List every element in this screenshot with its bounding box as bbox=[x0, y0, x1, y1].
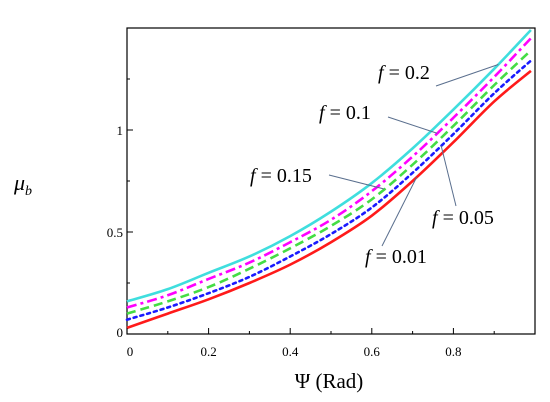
series-line-0.1 bbox=[126, 37, 532, 309]
x-tick-label: 0 bbox=[127, 344, 134, 359]
annotation-leader bbox=[387, 116, 438, 134]
x-tick-label: 0.8 bbox=[445, 344, 461, 359]
x-axis-ticks: 0 0.2 0.4 0.6 0.8 bbox=[126, 328, 495, 359]
y-tick-label: 0 bbox=[117, 325, 124, 340]
annotation-leader bbox=[440, 145, 457, 207]
annotation-f-0.05: f = 0.05 bbox=[432, 207, 494, 229]
x-axis-label: Ψ (Rad) bbox=[295, 369, 364, 393]
series-line-0.15 bbox=[126, 49, 532, 315]
series-line-0.01 bbox=[126, 69, 532, 330]
annotation-leaders bbox=[328, 64, 499, 247]
annotation-leader bbox=[435, 64, 499, 87]
annotation-f-0.15: f = 0.15 bbox=[250, 165, 312, 187]
x-tick-label: 0.6 bbox=[364, 344, 381, 359]
series-line-0.2 bbox=[126, 29, 532, 303]
annotation-f-0.2: f = 0.2 bbox=[378, 62, 430, 84]
y-tick-label: 0.5 bbox=[107, 225, 123, 240]
annotation-f-0.01: f = 0.01 bbox=[365, 246, 427, 268]
y-axis-label: μb bbox=[13, 170, 32, 199]
y-axis-ticks: 00.51 bbox=[107, 78, 133, 340]
annotation-f-0.1: f = 0.1 bbox=[319, 102, 371, 124]
y-tick-label: 1 bbox=[117, 123, 124, 138]
plot-area bbox=[125, 29, 533, 330]
annotation-leader bbox=[328, 174, 385, 190]
x-tick-label: 0.2 bbox=[200, 344, 216, 359]
series-line-0.05 bbox=[125, 59, 533, 322]
annotation-labels: f = 0.2 f = 0.1 f = 0.15 f = 0.05 f = 0.… bbox=[250, 62, 494, 268]
annotation-leader bbox=[381, 176, 418, 247]
x-tick-label: 0.4 bbox=[282, 344, 299, 359]
